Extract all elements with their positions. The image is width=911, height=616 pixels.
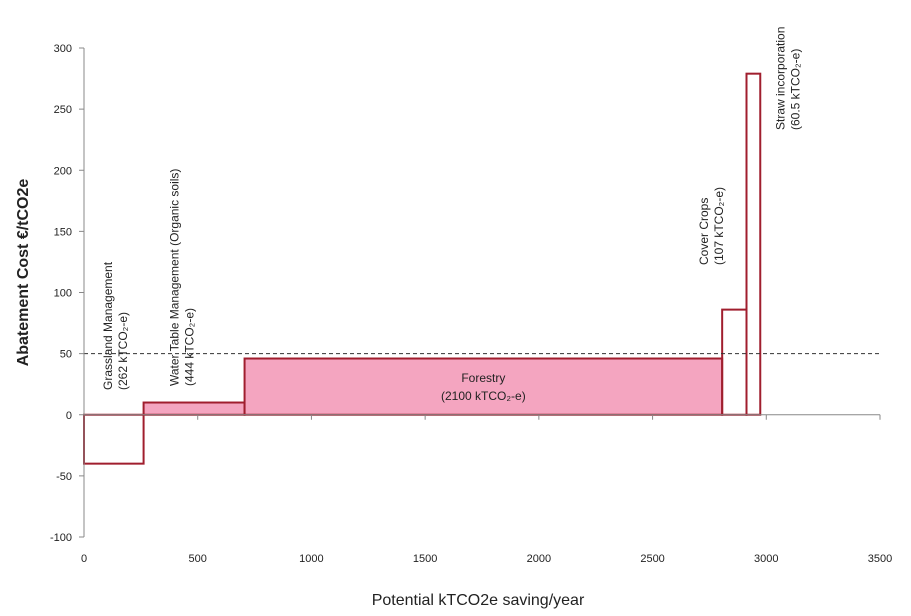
bar-forestry: [243, 357, 724, 416]
y-tick-label: 0: [66, 410, 72, 422]
x-tick-label: 2500: [640, 553, 664, 565]
y-tick-label: 50: [60, 349, 72, 361]
x-tick-label: 2000: [527, 553, 551, 565]
label-grassland-management: Grassland Management(262 kTCO₂-e): [101, 261, 130, 390]
x-tick-label: 1500: [413, 553, 437, 565]
label-name: Straw incorporation: [773, 27, 787, 130]
y-tick-label: 300: [54, 43, 72, 55]
label-value: (262 kTCO₂-e): [116, 312, 130, 390]
y-tick-label: -50: [56, 471, 72, 483]
label-value: (107 kTCO₂-e): [712, 187, 726, 265]
bar-grassland-management: [83, 413, 145, 465]
label-forestry-name: Forestry: [461, 371, 505, 385]
label-water-table-management-organic-soils: Water Table Management (Organic soils)(4…: [168, 169, 197, 386]
label-name: Cover Crops: [697, 198, 711, 265]
label-value: (444 kTCO₂-e): [183, 308, 197, 386]
label-cover-crops: Cover Crops(107 kTCO₂-e): [697, 187, 726, 265]
y-tick-label: 150: [54, 226, 72, 238]
bar-water-table-management-organic-soils: [142, 401, 246, 416]
labels-layer: Grassland Management(262 kTCO₂-e) Water T…: [101, 27, 802, 403]
y-tick-label: 250: [54, 104, 72, 116]
x-tick-label: 500: [189, 553, 207, 565]
x-tick-label: 3000: [754, 553, 778, 565]
label-name: Grassland Management: [101, 261, 115, 390]
y-tick-label: 100: [54, 288, 72, 300]
x-axis-title: Potential kTCO2e saving/year: [372, 592, 585, 609]
y-axis-title: Abatement Cost €/tCO2e: [15, 179, 32, 367]
x-tick-label: 3500: [868, 553, 892, 565]
label-straw-incorporation: Straw incorporation(60.5 kTCO₂-e): [773, 27, 802, 130]
x-tick-label: 0: [81, 553, 87, 565]
bar-straw-incorporation: [745, 72, 762, 416]
y-tick-label: -100: [50, 532, 72, 544]
y-tick-label: 200: [54, 165, 72, 177]
label-name: Water Table Management (Organic soils): [168, 169, 182, 386]
x-tick-label: 1000: [299, 553, 323, 565]
bar-cover-crops: [721, 308, 748, 416]
label-value: (60.5 kTCO₂-e): [788, 49, 802, 130]
label-forestry-value: (2100 kTCO₂-e): [441, 389, 526, 403]
bars-layer: [83, 72, 762, 465]
